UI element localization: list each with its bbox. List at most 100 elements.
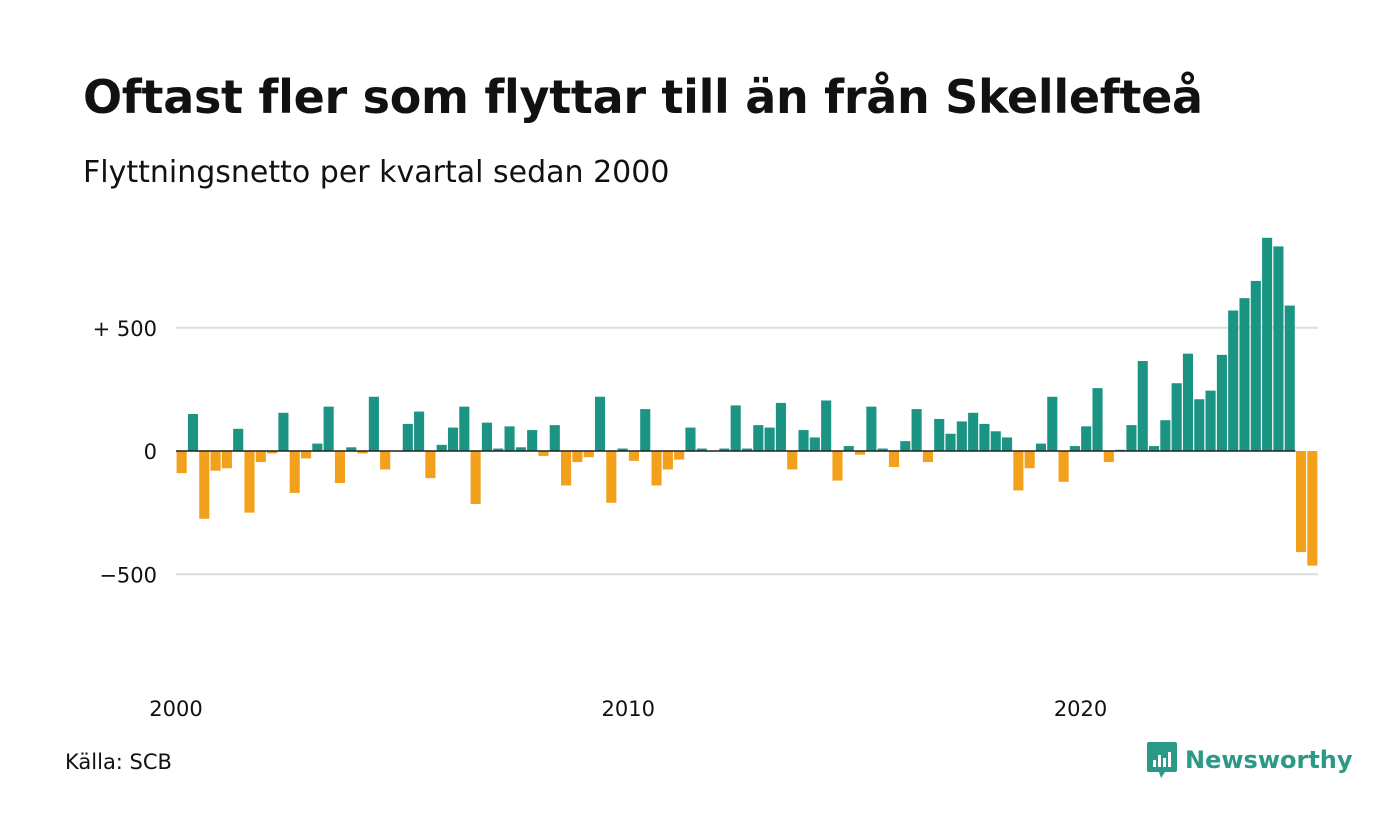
- source-note: Källa: SCB: [65, 750, 172, 774]
- bar: [583, 451, 594, 458]
- bar: [1069, 446, 1080, 451]
- chart-title: Oftast fler som flyttar till än från Ske…: [83, 70, 1203, 124]
- bar: [1137, 361, 1148, 451]
- bar: [956, 421, 967, 451]
- bar: [504, 426, 515, 451]
- bar: [968, 412, 979, 451]
- bar: [199, 451, 210, 519]
- y-tick-label: −500: [99, 563, 157, 587]
- bar: [323, 406, 334, 451]
- bar: [278, 412, 289, 451]
- bar: [877, 448, 888, 451]
- bar: [527, 430, 538, 451]
- bar: [368, 396, 379, 451]
- bar: [1205, 390, 1216, 451]
- bar: [719, 448, 730, 451]
- bar: [662, 451, 673, 470]
- bar: [990, 431, 1001, 451]
- bar: [1024, 451, 1035, 469]
- x-tick-label: 2010: [602, 697, 655, 721]
- bar: [809, 437, 820, 451]
- bar: [1307, 451, 1318, 566]
- bar: [1149, 446, 1160, 451]
- bar: [1182, 353, 1194, 451]
- bar: [821, 400, 832, 451]
- bar: [1194, 399, 1205, 451]
- bar: [1002, 437, 1013, 451]
- bar: [730, 405, 741, 451]
- bar: [1013, 451, 1024, 491]
- bar: [1216, 354, 1227, 451]
- bar: [651, 451, 662, 486]
- bar: [380, 451, 391, 470]
- bar: [855, 451, 866, 455]
- chart-subtitle: Flyttningsnetto per kvartal sedan 2000: [83, 155, 670, 190]
- bar: [979, 423, 990, 451]
- bar: [402, 423, 413, 451]
- bar: [617, 448, 628, 451]
- bar: [1228, 310, 1239, 451]
- bar: [1035, 443, 1047, 451]
- bar: [255, 451, 266, 463]
- bar: [447, 427, 459, 451]
- bar: [436, 444, 447, 451]
- bar: [1171, 383, 1182, 451]
- bar: [561, 451, 572, 486]
- x-tick-label: 2000: [149, 697, 202, 721]
- bar: [357, 451, 368, 454]
- x-tick-label: 2020: [1054, 697, 1107, 721]
- brand-logo: Newsworthy: [1147, 742, 1353, 778]
- bar: [1284, 305, 1295, 451]
- bar: [187, 414, 199, 451]
- bar: [888, 451, 900, 468]
- bar: [538, 451, 549, 456]
- bar: [685, 427, 696, 451]
- bar: [922, 451, 933, 463]
- bar: [244, 451, 255, 513]
- bar: [1058, 451, 1069, 482]
- bar: [753, 425, 764, 451]
- bar: [210, 451, 221, 471]
- bar: [696, 448, 707, 451]
- bar: [1092, 388, 1103, 451]
- bar: [1126, 425, 1137, 451]
- bar: [674, 451, 685, 460]
- bar: [1262, 237, 1273, 451]
- bar: [334, 451, 346, 484]
- bar: [764, 427, 775, 451]
- bar: [233, 428, 244, 451]
- bar: [628, 451, 639, 461]
- bar: [775, 402, 786, 451]
- bar: [289, 451, 300, 493]
- bar: [741, 448, 753, 451]
- bar: [549, 425, 560, 451]
- bar: [1103, 451, 1114, 463]
- bar: [267, 451, 278, 454]
- bar: [606, 451, 617, 503]
- bar: [1160, 420, 1171, 451]
- bar: [1239, 298, 1250, 451]
- bar: [798, 430, 809, 451]
- bar: [1295, 451, 1307, 553]
- bar: [300, 451, 312, 459]
- bar: [594, 396, 606, 451]
- bar: [866, 406, 877, 451]
- bar: [832, 451, 843, 481]
- bar: [900, 441, 911, 451]
- bar: [459, 406, 470, 451]
- bar: [934, 418, 945, 451]
- bar: [843, 446, 854, 451]
- bar: [515, 447, 526, 451]
- y-tick-label: 0: [144, 440, 157, 464]
- bar: [787, 451, 798, 470]
- bar: [911, 409, 922, 451]
- bar: [481, 422, 492, 451]
- bar: [1081, 426, 1092, 451]
- bar: [312, 443, 323, 451]
- y-tick-label: + 500: [93, 317, 157, 341]
- bar: [640, 409, 651, 451]
- bar: [493, 448, 504, 451]
- bar: [346, 447, 357, 451]
- brand-name: Newsworthy: [1185, 746, 1353, 774]
